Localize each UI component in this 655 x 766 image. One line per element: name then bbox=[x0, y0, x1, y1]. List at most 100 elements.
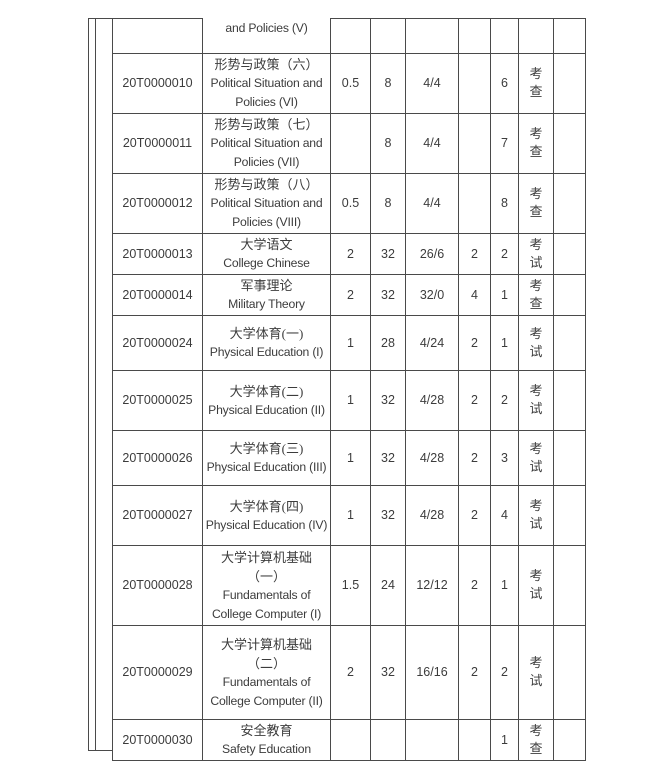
course-code-cell: 20T0000014 bbox=[112, 274, 203, 316]
course-row: 20T0000026 大学体育(三) Physical Education (I… bbox=[112, 430, 586, 486]
course-row: 20T0000013 大学语文 College Chinese 2 32 26/… bbox=[112, 233, 586, 275]
trailing-empty-cell bbox=[553, 233, 586, 275]
total-hours-cell bbox=[370, 18, 406, 54]
trailing-empty-cell bbox=[553, 485, 586, 546]
credits-cell bbox=[330, 719, 371, 761]
credits-cell: 1 bbox=[330, 485, 371, 546]
lecture-practice-hours-cell: 12/12 bbox=[405, 545, 459, 626]
semester-cell: 2 bbox=[490, 625, 519, 720]
trailing-empty-cell bbox=[553, 113, 586, 174]
trailing-empty-cell bbox=[553, 545, 586, 626]
assessment-cell: 考试 bbox=[518, 315, 554, 371]
course-code-cell: 20T0000024 bbox=[112, 315, 203, 371]
course-code-cell: 20T0000030 bbox=[112, 719, 203, 761]
course-name-english: Physical Education (III) bbox=[206, 460, 327, 474]
course-name-chinese: 大学体育(一) bbox=[229, 326, 304, 341]
total-hours-cell: 32 bbox=[370, 485, 406, 546]
semester-cell: 2 bbox=[490, 233, 519, 275]
lecture-practice-hours-cell: 4/28 bbox=[405, 485, 459, 546]
course-name-english: Political Situation and Policies (VIII) bbox=[210, 196, 323, 229]
assessment-label: 考试 bbox=[529, 383, 543, 416]
assessment-cell: 考查 bbox=[518, 113, 554, 174]
course-name-cell: 大学计算机基础（一） Fundamentals of College Compu… bbox=[202, 545, 331, 626]
assessment-label: 考试 bbox=[529, 655, 543, 688]
trailing-empty-cell bbox=[553, 173, 586, 234]
semester-cell: 1 bbox=[490, 545, 519, 626]
weekly-hours-cell: 2 bbox=[458, 233, 491, 275]
semester-cell: 1 bbox=[490, 315, 519, 371]
course-code-cell: 20T0000025 bbox=[112, 370, 203, 431]
course-name-cell: 大学体育(四) Physical Education (IV) bbox=[202, 485, 331, 546]
course-name-english: Physical Education (IV) bbox=[205, 517, 328, 532]
credits-cell bbox=[330, 18, 371, 54]
semester-cell: 4 bbox=[490, 485, 519, 546]
weekly-hours-cell bbox=[458, 173, 491, 234]
course-name-chinese: 形势与政策（七） bbox=[214, 117, 319, 132]
assessment-label: 考试 bbox=[529, 498, 543, 531]
weekly-hours-cell: 2 bbox=[458, 485, 491, 546]
trailing-empty-cell bbox=[553, 430, 586, 486]
credits-cell: 2 bbox=[330, 625, 371, 720]
assessment-cell: 考试 bbox=[518, 370, 554, 431]
semester-cell: 7 bbox=[490, 113, 519, 174]
weekly-hours-cell: 2 bbox=[458, 625, 491, 720]
course-name-cell: 安全教育 Safety Education bbox=[202, 719, 331, 761]
course-row: 20T0000029 大学计算机基础（二） Fundamentals of Co… bbox=[112, 625, 586, 720]
course-code-cell: 20T0000027 bbox=[112, 485, 203, 546]
credits-cell: 1 bbox=[330, 315, 371, 371]
credits-cell: 0.5 bbox=[330, 53, 371, 114]
weekly-hours-cell: 2 bbox=[458, 430, 491, 486]
assessment-cell: 考试 bbox=[518, 430, 554, 486]
credits-cell: 1 bbox=[330, 430, 371, 486]
weekly-hours-cell: 2 bbox=[458, 545, 491, 626]
course-code-cell: 20T0000026 bbox=[112, 430, 203, 486]
trailing-empty-cell bbox=[553, 274, 586, 316]
course-row: 20T0000010 形势与政策（六） Political Situation … bbox=[112, 53, 586, 114]
assessment-cell: 考试 bbox=[518, 545, 554, 626]
assessment-cell: 考试 bbox=[518, 233, 554, 275]
total-hours-cell: 8 bbox=[370, 53, 406, 114]
course-name-chinese: 安全教育 bbox=[240, 723, 293, 738]
lecture-practice-hours-cell: 4/24 bbox=[405, 315, 459, 371]
course-name-chinese: 大学体育(二) bbox=[229, 383, 304, 399]
course-name-english: Physical Education (I) bbox=[209, 345, 324, 359]
course-row: 20T0000027 大学体育(四) Physical Education (I… bbox=[112, 485, 586, 546]
assessment-cell: 考试 bbox=[518, 485, 554, 546]
course-code-cell: 20T0000028 bbox=[112, 545, 203, 626]
weekly-hours-cell: 4 bbox=[458, 274, 491, 316]
course-name-chinese: 大学体育(三) bbox=[229, 441, 304, 456]
lecture-practice-hours-cell: 4/4 bbox=[405, 53, 459, 114]
trailing-empty-cell bbox=[553, 625, 586, 720]
assessment-cell: 考查 bbox=[518, 53, 554, 114]
course-name-cell: 大学体育(一) Physical Education (I) bbox=[202, 315, 331, 371]
credits-cell: 1.5 bbox=[330, 545, 371, 626]
course-name-cell: 大学计算机基础（二） Fundamentals of College Compu… bbox=[202, 625, 331, 720]
course-table: and Policies (V) 20T0000010 形势与政策（六） Pol… bbox=[112, 18, 586, 761]
assessment-label: 考试 bbox=[529, 568, 543, 601]
total-hours-cell: 32 bbox=[370, 274, 406, 316]
course-name-cell: and Policies (V) bbox=[202, 18, 331, 54]
weekly-hours-cell bbox=[458, 53, 491, 114]
course-name-chinese: 大学语文 bbox=[240, 237, 293, 252]
trailing-empty-cell bbox=[553, 370, 586, 431]
course-name-cell: 大学体育(三) Physical Education (III) bbox=[202, 430, 331, 486]
assessment-label: 考查 bbox=[529, 66, 543, 99]
lecture-practice-hours-cell: 32/0 bbox=[405, 274, 459, 316]
lecture-practice-hours-cell: 16/16 bbox=[405, 625, 459, 720]
total-hours-cell: 32 bbox=[370, 430, 406, 486]
course-name-cell: 形势与政策（七） Political Situation and Policie… bbox=[202, 113, 331, 174]
assessment-cell: 考查 bbox=[518, 173, 554, 234]
assessment-label: 考查 bbox=[529, 722, 543, 756]
course-name-chinese: 大学计算机基础（二） bbox=[220, 636, 312, 671]
course-name-chinese: 形势与政策（八） bbox=[214, 177, 319, 192]
course-code-cell: 20T0000013 bbox=[112, 233, 203, 275]
course-name-cell: 大学语文 College Chinese bbox=[202, 233, 331, 275]
course-name-english: Political Situation and Policies (VI) bbox=[210, 76, 323, 109]
course-row: 20T0000014 军事理论 Military Theory 2 32 32/… bbox=[112, 274, 586, 316]
lecture-practice-hours-cell bbox=[405, 719, 459, 761]
course-row: 20T0000012 形势与政策（八） Political Situation … bbox=[112, 173, 586, 234]
semester-cell: 2 bbox=[490, 370, 519, 431]
assessment-cell: 考查 bbox=[518, 719, 554, 761]
credits-cell: 1 bbox=[330, 370, 371, 431]
